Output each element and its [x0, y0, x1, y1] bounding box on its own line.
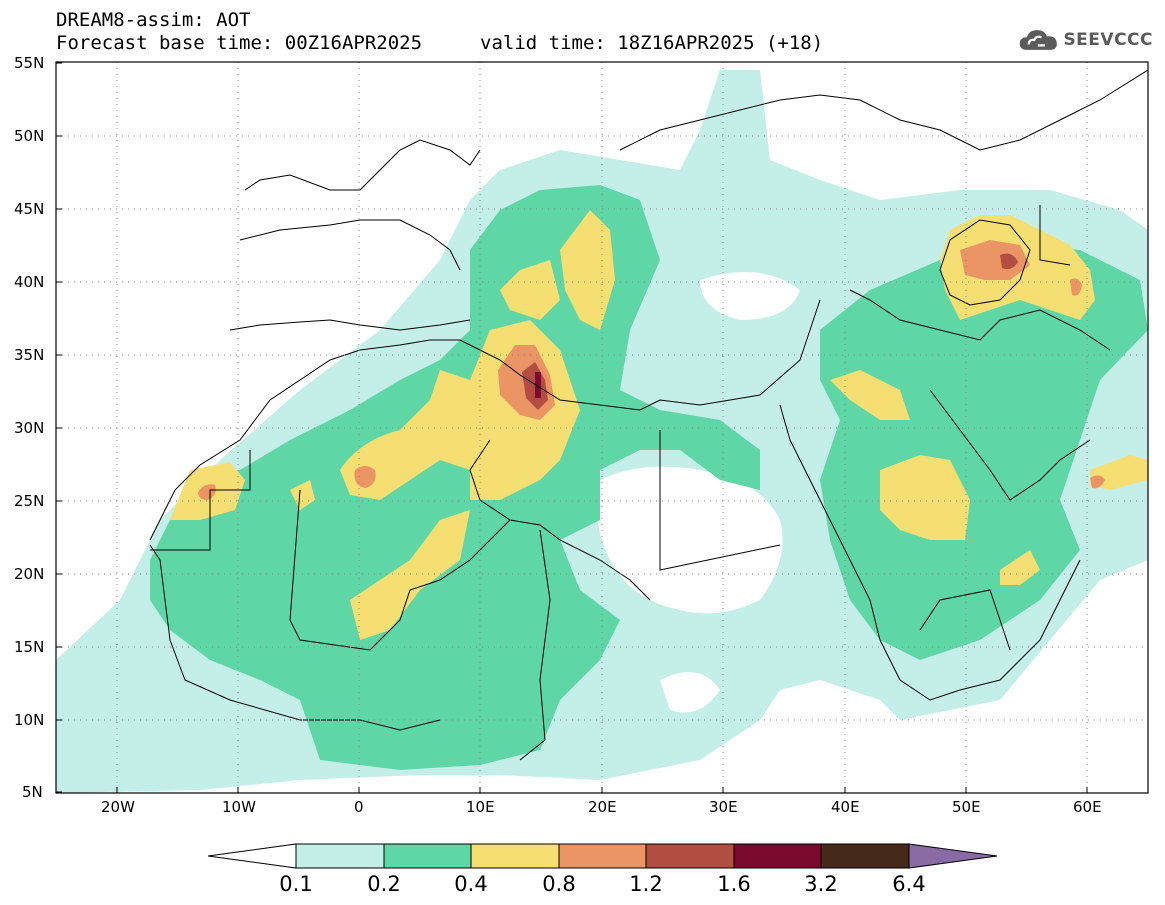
lon-label: 0 [354, 798, 364, 816]
lat-label: 5N [22, 783, 43, 801]
lat-label: 15N [14, 638, 45, 656]
valid-time: valid time: 18Z16APR2025 (+18) [480, 32, 824, 54]
lat-label: 35N [14, 346, 45, 364]
colorbar-label: 0.2 [367, 872, 401, 896]
forecast-base-time: Forecast base time: 00Z16APR2025 [56, 32, 423, 54]
cloud-icon [1019, 30, 1057, 50]
colorbar-segment [558, 843, 647, 869]
colorbar [207, 843, 998, 869]
lon-label: 40E [831, 798, 860, 816]
lat-label: 50N [14, 127, 45, 145]
colorbar-segment [295, 843, 385, 869]
map-title: DREAM8-assim: AOT [56, 9, 251, 31]
lat-label: 45N [14, 200, 45, 218]
lat-label: 25N [14, 492, 45, 510]
lat-label: 10N [14, 711, 45, 729]
lat-label: 30N [14, 419, 45, 437]
colorbar-label: 1.2 [629, 872, 663, 896]
aot-contours [56, 70, 1148, 793]
colorbar-segment [383, 843, 472, 869]
colorbar-label: 3.2 [804, 872, 838, 896]
colorbar-segment [820, 843, 910, 869]
seevccc-logo: SEEVCCC [1018, 22, 1153, 58]
colorbar-label: 0.8 [542, 872, 576, 896]
lon-label: 10W [222, 798, 256, 816]
contour-level-0.2 [150, 185, 1148, 770]
colorbar-segment [645, 843, 735, 869]
colorbar-segment [470, 843, 560, 869]
colorbar-segment [733, 843, 822, 869]
gridlines [56, 62, 1148, 793]
lon-label: 60E [1073, 798, 1102, 816]
lon-label: 20E [588, 798, 617, 816]
colorbar-right-arrow [908, 843, 998, 869]
lon-label: 50E [952, 798, 981, 816]
colorbar-label: 0.1 [279, 872, 313, 896]
axis-ticks [56, 62, 1088, 793]
logo-text: SEEVCCC [1063, 30, 1153, 50]
lat-label: 55N [14, 54, 45, 72]
lon-label: 30E [709, 798, 738, 816]
colorbar-left-arrow [207, 843, 297, 869]
colorbar-label: 0.4 [454, 872, 488, 896]
lat-label: 20N [14, 565, 45, 583]
lon-label: 10E [466, 798, 495, 816]
lat-label: 40N [14, 273, 45, 291]
coastlines-borders [149, 69, 1148, 761]
colorbar-label: 1.6 [717, 872, 751, 896]
lon-label: 20W [101, 798, 135, 816]
contour-level-1.6 [535, 372, 541, 398]
colorbar-label: 6.4 [892, 872, 926, 896]
